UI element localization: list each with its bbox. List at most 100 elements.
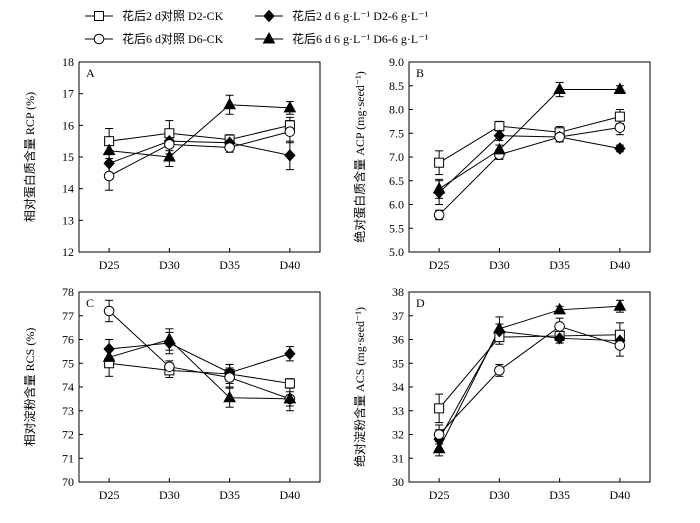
series-line: [438, 330, 620, 440]
circle-marker: [93, 33, 105, 45]
circle-marker: [554, 321, 565, 332]
triangle-marker: [613, 299, 627, 311]
triangle-marker: [163, 332, 176, 344]
series-line: [438, 127, 620, 216]
triangle-marker: [223, 97, 236, 110]
plot-frame: [78, 61, 321, 253]
circle-marker: [284, 126, 296, 137]
y-tick-label: 13: [62, 213, 74, 227]
legend-entry-d2-6: 花后2 d 6 g·L⁻¹ D2-6 g·L⁻¹: [255, 8, 429, 23]
legend-marker: [94, 11, 104, 21]
y-tick-label: 12: [62, 245, 74, 259]
panel-a: 12 13 14 15 16 17 18 D25 D30 D35 D40 A 相对蛋白质含量 RCP (…: [22, 55, 321, 272]
square-marker: [494, 121, 505, 132]
series-line: [438, 325, 621, 435]
y-tick-label: 78: [62, 285, 74, 299]
circle-marker: [164, 361, 175, 373]
y-axis-title: 相对淀粉含量 RCS (%): [22, 328, 37, 447]
legend-entry-d6-6: 花后6 d 6 g·L⁻¹ D6-6 g·L⁻¹: [255, 31, 429, 46]
diamond-marker: [263, 9, 275, 23]
panel-c: 70 71 72 73 74 75 76 77 78 D25 D30 D35 D40 C 相对淀粉含量 RC…: [22, 285, 321, 502]
x-tick-label: D35: [549, 258, 570, 272]
x-tick-label: D25: [99, 258, 120, 272]
y-tick-label: 70: [62, 475, 74, 489]
circle-marker: [614, 340, 626, 351]
y-tick-label: 35: [392, 356, 404, 370]
x-tick-label: D40: [610, 258, 631, 272]
legend-label: 花后6 d对照 D6-CK: [122, 31, 224, 46]
plot-frame: [408, 291, 651, 483]
legend-marker: [263, 9, 275, 23]
x-tick-label: D25: [99, 488, 120, 502]
y-tick-label: 7.5: [389, 126, 404, 140]
y-tick-label: 5.5: [389, 221, 404, 235]
y-tick-label: 6.0: [389, 198, 404, 212]
x-tick-label: D25: [429, 258, 450, 272]
triangle-marker: [553, 82, 566, 95]
y-tick-label: 6.5: [389, 174, 404, 188]
triangle-marker: [553, 302, 566, 315]
x-tick-label: D40: [280, 258, 301, 272]
legend-label: 花后2 d 6 g·L⁻¹ D2-6 g·L⁻¹: [292, 8, 429, 23]
y-tick-label: 73: [62, 404, 74, 418]
legend: 花后2 d对照 D2-CK 花后2 d 6 g·L⁻¹ D2-6 g·L⁻¹ 花…: [85, 8, 429, 46]
series-line: [109, 362, 290, 384]
series-line: [109, 342, 291, 374]
triangle-marker: [613, 82, 627, 95]
x-tick-label: D30: [159, 488, 180, 502]
y-tick-label: 38: [392, 285, 404, 299]
triangle-marker: [102, 350, 116, 362]
y-tick-label: 37: [392, 309, 404, 323]
y-tick-label: 32: [392, 428, 404, 442]
circle-marker: [554, 131, 565, 143]
diamond-marker: [493, 129, 506, 142]
diamond-marker: [614, 142, 626, 155]
y-tick-label: 34: [392, 380, 404, 394]
legend-marker: [262, 31, 276, 44]
diamond-marker: [284, 149, 296, 162]
x-tick-label: D30: [489, 258, 510, 272]
circle-marker: [433, 429, 445, 440]
y-axis-title: 绝对蛋白质含量 ACP (mg·seed⁻¹): [352, 71, 367, 242]
triangle-marker: [283, 100, 297, 113]
circle-marker: [224, 372, 235, 383]
legend-label: 花后6 d 6 g·L⁻¹ D6-6 g·L⁻¹: [292, 31, 429, 46]
y-tick-label: 71: [62, 451, 74, 465]
panel-letter: B: [416, 66, 424, 80]
square-marker: [94, 11, 104, 21]
x-tick-label: D40: [610, 488, 631, 502]
panel-letter: A: [86, 66, 95, 80]
y-tick-label: 8.0: [389, 103, 404, 117]
x-tick-label: D35: [219, 258, 240, 272]
diamond-marker: [553, 332, 566, 345]
panel-letter: C: [86, 296, 94, 310]
y-tick-label: 36: [392, 333, 404, 347]
y-tick-label: 9.0: [389, 55, 404, 69]
series-line: [438, 135, 620, 193]
y-tick-label: 76: [62, 333, 74, 347]
panel-d: 30 31 32 33 34 35 36 37 38 D25 D30 D35 D40 D 绝对淀粉含量 AC…: [352, 285, 651, 502]
circle-marker: [224, 142, 235, 153]
series-line: [109, 104, 290, 158]
y-tick-label: 7.0: [389, 150, 404, 164]
plot-frame: [78, 291, 321, 483]
plot-frame: [408, 61, 651, 253]
triangle-marker: [223, 390, 236, 403]
triangle-marker: [262, 31, 276, 44]
series-line: [108, 140, 290, 164]
y-tick-label: 14: [62, 182, 74, 196]
circle-marker: [494, 365, 505, 376]
square-marker: [434, 157, 445, 168]
panel-letter: D: [416, 296, 425, 310]
series-line: [438, 116, 621, 164]
square-marker: [284, 378, 295, 389]
series-line: [108, 338, 290, 400]
y-tick-label: 33: [392, 404, 404, 418]
triangle-marker: [493, 142, 506, 155]
y-tick-label: 74: [62, 380, 74, 394]
square-marker: [614, 111, 625, 122]
diamond-marker: [103, 157, 115, 170]
y-tick-label: 77: [62, 309, 74, 323]
series-line: [438, 305, 620, 449]
series-line: [438, 334, 620, 409]
